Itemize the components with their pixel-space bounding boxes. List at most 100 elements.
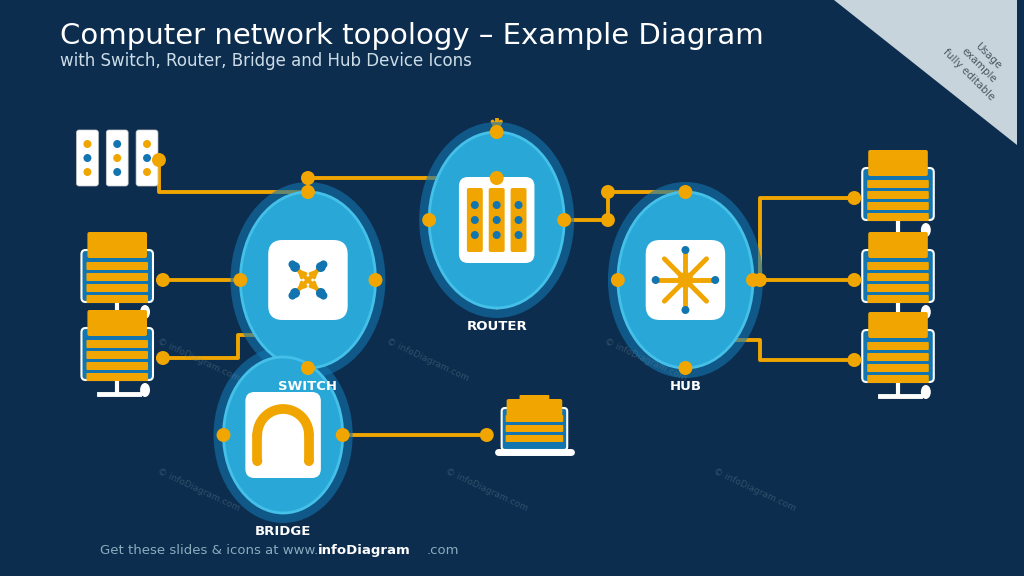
Circle shape: [216, 428, 230, 442]
FancyBboxPatch shape: [506, 425, 563, 432]
Circle shape: [601, 185, 614, 199]
FancyBboxPatch shape: [106, 130, 128, 186]
Ellipse shape: [419, 122, 574, 318]
FancyBboxPatch shape: [868, 232, 928, 258]
FancyBboxPatch shape: [867, 364, 929, 372]
FancyBboxPatch shape: [136, 130, 158, 186]
Circle shape: [319, 291, 328, 300]
FancyBboxPatch shape: [867, 273, 929, 281]
Circle shape: [143, 154, 151, 162]
FancyBboxPatch shape: [86, 284, 148, 292]
FancyBboxPatch shape: [459, 177, 535, 263]
FancyBboxPatch shape: [86, 340, 148, 348]
Circle shape: [369, 273, 382, 287]
Ellipse shape: [230, 182, 385, 378]
FancyBboxPatch shape: [883, 240, 913, 252]
FancyBboxPatch shape: [488, 188, 505, 252]
FancyBboxPatch shape: [87, 232, 147, 258]
Circle shape: [152, 153, 166, 167]
Circle shape: [847, 353, 861, 367]
Circle shape: [156, 351, 170, 365]
Ellipse shape: [223, 357, 343, 513]
Text: Get these slides & icons at www.: Get these slides & icons at www.: [99, 544, 317, 557]
Circle shape: [290, 262, 300, 272]
FancyBboxPatch shape: [867, 213, 929, 221]
Ellipse shape: [921, 305, 931, 319]
FancyBboxPatch shape: [867, 284, 929, 292]
Circle shape: [712, 276, 719, 284]
FancyBboxPatch shape: [87, 310, 147, 336]
FancyBboxPatch shape: [867, 295, 929, 303]
Circle shape: [515, 231, 522, 239]
FancyBboxPatch shape: [883, 320, 913, 332]
FancyBboxPatch shape: [102, 318, 132, 330]
Text: Usage
example
fully editable: Usage example fully editable: [941, 28, 1016, 102]
FancyBboxPatch shape: [467, 188, 482, 252]
Circle shape: [233, 273, 248, 287]
FancyBboxPatch shape: [86, 351, 148, 359]
Circle shape: [114, 168, 121, 176]
Circle shape: [746, 273, 760, 287]
Circle shape: [679, 185, 692, 199]
FancyBboxPatch shape: [246, 392, 321, 478]
FancyBboxPatch shape: [862, 250, 934, 302]
Circle shape: [301, 361, 315, 375]
FancyBboxPatch shape: [867, 353, 929, 361]
FancyBboxPatch shape: [102, 240, 132, 252]
Circle shape: [489, 171, 504, 185]
Circle shape: [83, 154, 91, 162]
FancyBboxPatch shape: [867, 180, 929, 188]
FancyBboxPatch shape: [86, 373, 148, 381]
Ellipse shape: [921, 223, 931, 237]
Circle shape: [611, 273, 625, 287]
Polygon shape: [835, 0, 1017, 145]
FancyBboxPatch shape: [867, 191, 929, 199]
Circle shape: [143, 168, 151, 176]
Ellipse shape: [608, 182, 763, 378]
Circle shape: [847, 191, 861, 205]
Circle shape: [480, 428, 494, 442]
Text: with Switch, Router, Bridge and Hub Device Icons: with Switch, Router, Bridge and Hub Devi…: [59, 52, 471, 70]
Circle shape: [289, 260, 296, 268]
FancyBboxPatch shape: [867, 262, 929, 270]
Circle shape: [679, 361, 692, 375]
FancyBboxPatch shape: [86, 273, 148, 281]
Text: © infoDiagram.com: © infoDiagram.com: [603, 337, 688, 383]
Circle shape: [471, 231, 479, 239]
Text: © infoDiagram.com: © infoDiagram.com: [156, 467, 242, 513]
Circle shape: [315, 288, 326, 298]
FancyBboxPatch shape: [86, 262, 148, 270]
Circle shape: [83, 140, 91, 148]
Circle shape: [301, 185, 315, 199]
Circle shape: [493, 201, 501, 209]
FancyBboxPatch shape: [77, 130, 98, 186]
Circle shape: [753, 273, 767, 287]
Circle shape: [304, 456, 314, 466]
Circle shape: [493, 216, 501, 224]
Circle shape: [143, 140, 151, 148]
Ellipse shape: [214, 347, 352, 523]
Circle shape: [252, 456, 262, 466]
FancyBboxPatch shape: [506, 435, 563, 442]
Circle shape: [336, 428, 349, 442]
Circle shape: [847, 273, 861, 287]
Circle shape: [681, 306, 689, 314]
Ellipse shape: [241, 192, 376, 368]
Circle shape: [114, 140, 121, 148]
FancyBboxPatch shape: [502, 408, 567, 450]
FancyBboxPatch shape: [511, 188, 526, 252]
FancyBboxPatch shape: [506, 415, 563, 422]
Circle shape: [651, 276, 659, 284]
FancyBboxPatch shape: [86, 295, 148, 303]
Circle shape: [422, 213, 436, 227]
Text: HUB: HUB: [670, 380, 701, 393]
Text: BRIDGE: BRIDGE: [255, 525, 311, 538]
Circle shape: [471, 216, 479, 224]
Text: © infoDiagram.com: © infoDiagram.com: [444, 467, 529, 513]
FancyBboxPatch shape: [867, 202, 929, 210]
Circle shape: [493, 231, 501, 239]
Text: © infoDiagram.com: © infoDiagram.com: [713, 467, 798, 513]
Ellipse shape: [140, 305, 150, 319]
Circle shape: [557, 213, 571, 227]
Text: ROUTER: ROUTER: [466, 320, 527, 333]
